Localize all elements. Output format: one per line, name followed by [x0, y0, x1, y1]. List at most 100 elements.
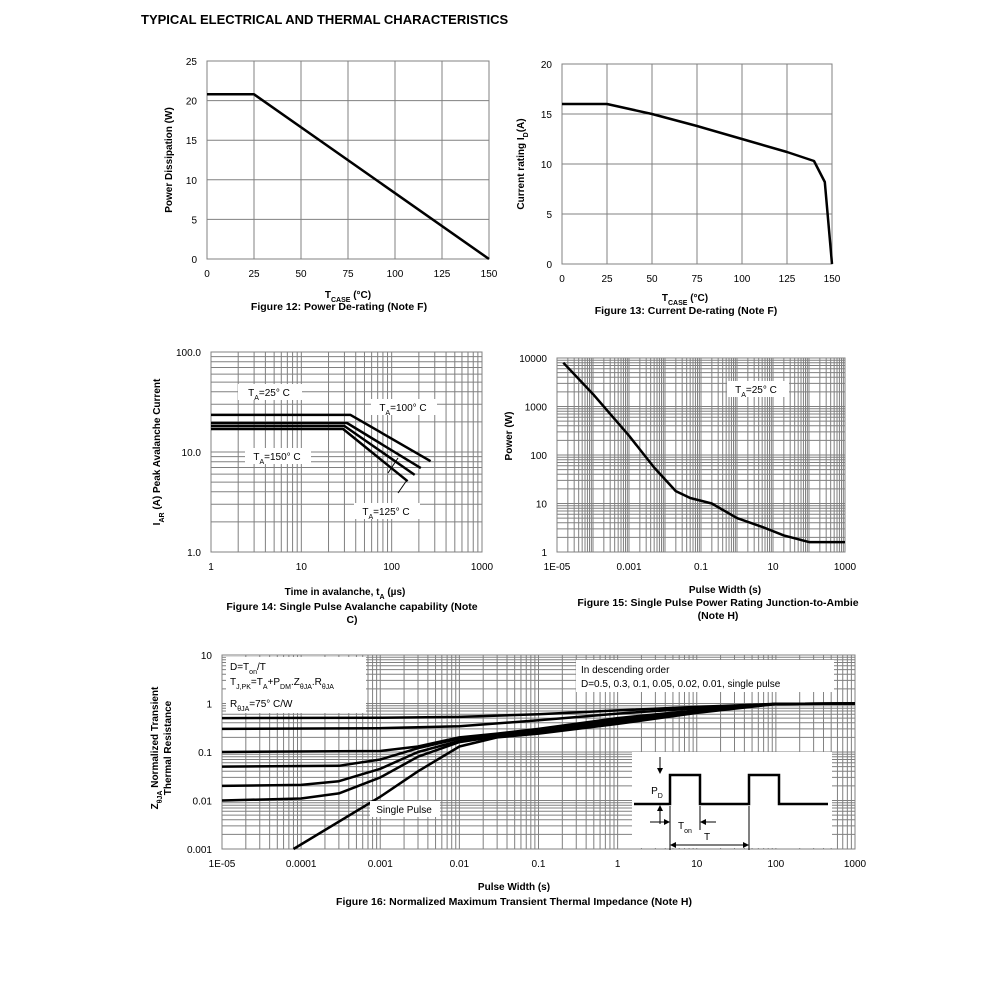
fig16-x-tick-label: 0.1	[532, 859, 546, 870]
fig12-x-tick-label: 125	[434, 269, 451, 280]
fig15-caption-line2: (Note H)	[698, 610, 739, 622]
fig16-pulse-waveform	[634, 773, 828, 806]
fig14-x-tick-label: 1000	[471, 562, 494, 573]
fig12-y-tick-label: 5	[191, 215, 197, 226]
fig15-x-tick-label: 0.001	[616, 562, 641, 573]
fig16-x-tick-label: 1E-05	[209, 859, 236, 870]
fig16-label-t: T	[704, 832, 710, 843]
page-title: TYPICAL ELECTRICAL AND THERMAL CHARACTER…	[141, 12, 509, 27]
fig12-caption: Figure 12: Power De-rating (Note F)	[251, 301, 427, 313]
fig13-y-tick-label: 20	[541, 60, 553, 71]
fig14-plot-frame	[210, 351, 483, 553]
fig16-x-axis-label: Pulse Width (s)	[478, 882, 550, 893]
fig16-y-axis-label-line1: ZθJA Normalized Transient	[150, 686, 164, 809]
fig16-x-tick-label: 0.01	[450, 859, 470, 870]
fig16-note-rtheta: RθJA=75° C/W	[230, 699, 293, 713]
fig14-y-tick-label: 1.0	[187, 548, 201, 559]
fig15-label-25c: TA=25° C	[735, 385, 777, 399]
fig13-x-tick-label: 125	[779, 274, 796, 285]
fig16-x-tick-label: 1000	[844, 859, 867, 870]
fig14-caption-line1: Figure 14: Single Pulse Avalanche capabi…	[226, 601, 477, 613]
fig12-x-tick-label: 25	[248, 269, 260, 280]
fig16-x-tick-label: 100	[768, 859, 785, 870]
fig13-x-tick-label: 150	[824, 274, 841, 285]
fig13-x-tick-label: 25	[601, 274, 613, 285]
fig13-series-line-0	[562, 102, 834, 265]
fig13-x-tick-label: 100	[734, 274, 751, 285]
fig15-x-tick-label: 1E-05	[544, 562, 571, 573]
fig16-label-single-pulse: Single Pulse	[376, 805, 432, 816]
fig13-x-tick-label: 0	[559, 274, 565, 285]
fig14-x-tick-label: 100	[383, 562, 400, 573]
fig15-x-tick-label: 0.1	[694, 562, 708, 573]
fig13-caption: Figure 13: Current De-rating (Note F)	[595, 305, 778, 317]
fig15-caption-line1: Figure 15: Single Pulse Power Rating Jun…	[577, 597, 858, 609]
fig12-x-tick-label: 50	[295, 269, 307, 280]
fig13-y-tick-label: 10	[541, 160, 553, 171]
fig16-label-ton: Ton	[678, 821, 692, 835]
fig13-y-axis-label: Current rating ID(A)	[516, 118, 530, 209]
fig14-series-line-2	[211, 424, 416, 476]
fig15-x-tick-label: 1000	[834, 562, 857, 573]
fig13-x-tick-label: 75	[691, 274, 703, 285]
fig14-y-tick-label: 10.0	[182, 448, 202, 459]
fig14-label-125c: TA=125° C	[362, 507, 409, 521]
fig12-x-tick-label: 75	[342, 269, 354, 280]
fig16-series-line-6	[292, 702, 856, 851]
fig14-x-tick-label: 1	[208, 562, 214, 573]
fig12-y-tick-label: 0	[191, 255, 197, 266]
fig14-label-25c: TA=25° C	[248, 388, 290, 402]
fig12-x-tick-label: 100	[387, 269, 404, 280]
fig15-x-tick-label: 10	[767, 562, 779, 573]
fig12-chart: 0 25 50 75 100 125 150 0 5 10 15 20 25	[186, 57, 498, 280]
fig16-label-pd: PD	[651, 786, 663, 800]
fig15-grid	[556, 357, 846, 553]
fig15-chart: 1E-05 0.001 0.1 10 1000 1 10 100 1000 10000	[519, 354, 856, 573]
fig12-x-axis-label: TCASE (°C)	[325, 290, 371, 304]
fig15-y-tick-label: 10	[536, 500, 548, 511]
fig15-y-axis-label: Power (W)	[504, 412, 515, 461]
fig12-y-tick-label: 10	[186, 176, 198, 187]
fig12-y-tick-label: 25	[186, 57, 198, 68]
fig12-y-tick-label: 15	[186, 136, 198, 147]
fig15-series-line-0	[562, 361, 845, 544]
fig14-series-line-0	[211, 413, 432, 463]
fig13-x-tick-label: 50	[646, 274, 658, 285]
fig12-y-axis-label: Power Dissipation (W)	[164, 107, 175, 213]
fig13-grid	[561, 63, 833, 265]
fig15-plot-frame	[556, 357, 846, 553]
fig14-x-axis-label: Time in avalanche, tA (µs)	[285, 587, 406, 601]
fig13-y-tick-label: 15	[541, 110, 553, 121]
fig13-plot-frame	[561, 63, 833, 265]
fig16-note-duty-list: D=0.5, 0.3, 0.1, 0.05, 0.02, 0.01, singl…	[581, 679, 781, 690]
fig14-y-tick-label: 100.0	[176, 348, 201, 359]
fig16-x-tick-label: 0.0001	[286, 859, 317, 870]
fig16-y-axis-label-line2: Thermal Resistance	[163, 700, 174, 795]
fig16-y-tick-label: 10	[201, 651, 213, 662]
fig14-label-100c: TA=100° C	[379, 403, 426, 417]
fig16-note-duty: D=Ton/T	[230, 662, 266, 676]
fig12-series-line-0	[207, 93, 490, 261]
fig13-chart: 0 25 50 75 100 125 150 0 5 10 15 20	[541, 60, 841, 285]
fig16-x-tick-label: 0.001	[368, 859, 393, 870]
fig13-y-tick-label: 0	[546, 260, 552, 271]
fig14-x-tick-label: 10	[296, 562, 308, 573]
fig12-plot-frame	[206, 60, 490, 260]
fig16-y-tick-label: 0.1	[198, 748, 212, 759]
fig16-x-tick-label: 10	[691, 859, 703, 870]
fig16-y-tick-label: 0.01	[193, 797, 213, 808]
fig13-x-axis-label: TCASE (°C)	[662, 293, 708, 307]
fig15-y-tick-label: 1	[541, 548, 547, 559]
fig16-note-tjpk: TJ,PK=TA+PDM.ZθJA.RθJA	[230, 677, 334, 691]
fig14-series-line-1	[211, 421, 422, 470]
fig14-chart: 1 10 100 1000 1.0 10.0 100.0	[176, 348, 494, 573]
fig16-note-order: In descending order	[581, 665, 670, 676]
fig12-x-tick-label: 0	[204, 269, 210, 280]
fig16-y-tick-label: 1	[206, 700, 212, 711]
fig12-y-tick-label: 20	[186, 97, 198, 108]
fig14-series-line-3	[211, 427, 409, 483]
fig14-y-axis-label: IAR (A) Peak Avalanche Current	[152, 378, 166, 525]
fig15-y-tick-label: 100	[530, 451, 547, 462]
fig16-x-tick-label: 1	[615, 859, 621, 870]
